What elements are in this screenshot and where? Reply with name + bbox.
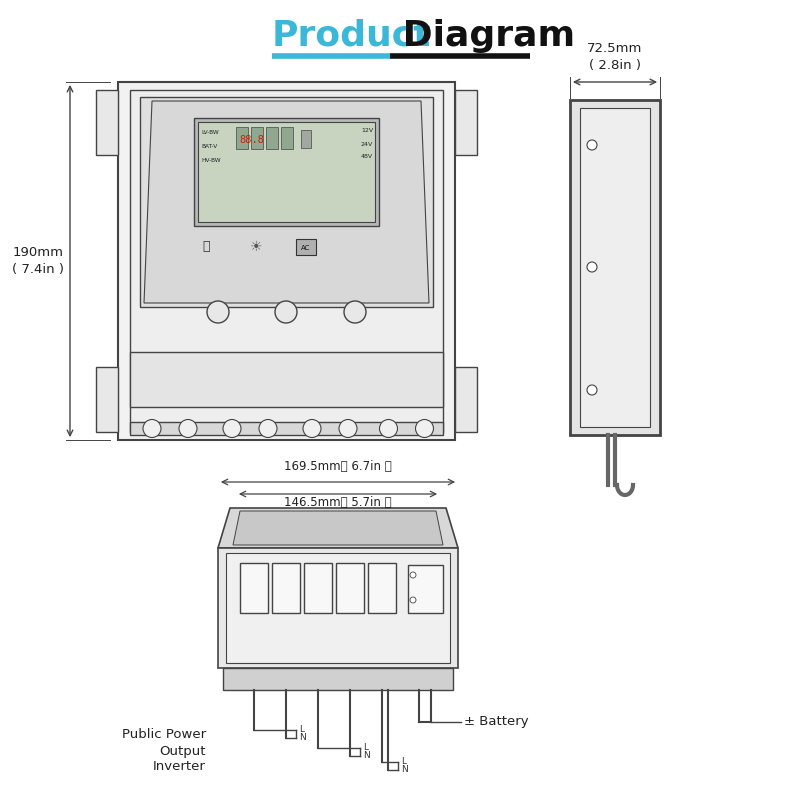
Bar xyxy=(580,108,650,427)
Circle shape xyxy=(587,262,597,272)
Bar xyxy=(336,563,364,613)
Polygon shape xyxy=(218,508,458,548)
Text: Output: Output xyxy=(159,746,206,758)
Text: N: N xyxy=(299,734,306,742)
Bar xyxy=(455,367,477,432)
Text: 24V: 24V xyxy=(361,142,373,146)
Circle shape xyxy=(259,419,277,438)
Bar xyxy=(226,553,450,663)
Bar xyxy=(118,82,455,440)
Circle shape xyxy=(587,385,597,395)
Bar xyxy=(96,90,118,155)
Text: LV-BW: LV-BW xyxy=(201,130,218,134)
Text: 12V: 12V xyxy=(361,129,373,134)
Bar xyxy=(130,90,443,432)
Bar xyxy=(408,565,443,613)
Circle shape xyxy=(344,301,366,323)
Circle shape xyxy=(179,419,197,438)
Circle shape xyxy=(207,301,229,323)
Bar xyxy=(240,563,268,613)
Bar xyxy=(272,563,300,613)
Circle shape xyxy=(410,572,416,578)
Text: L: L xyxy=(363,743,368,753)
Circle shape xyxy=(143,419,161,438)
Circle shape xyxy=(415,419,434,438)
Polygon shape xyxy=(144,101,429,303)
Text: ⚿: ⚿ xyxy=(202,241,210,254)
Text: Diagram: Diagram xyxy=(390,19,575,53)
Text: ± Battery: ± Battery xyxy=(464,715,529,729)
Text: 88.8: 88.8 xyxy=(239,135,264,145)
Text: 190mm
( 7.4in ): 190mm ( 7.4in ) xyxy=(12,246,64,277)
Bar xyxy=(570,100,660,435)
Bar xyxy=(218,548,458,668)
Bar xyxy=(281,127,293,149)
Text: ☀: ☀ xyxy=(250,240,262,254)
Bar xyxy=(304,563,332,613)
Bar xyxy=(296,239,316,255)
Bar xyxy=(455,90,477,155)
Text: N: N xyxy=(401,766,408,774)
Circle shape xyxy=(587,140,597,150)
Circle shape xyxy=(223,419,241,438)
Bar xyxy=(251,127,263,149)
Bar xyxy=(130,422,443,435)
Bar xyxy=(368,563,396,613)
Circle shape xyxy=(410,597,416,603)
Text: 72.5mm
( 2.8in ): 72.5mm ( 2.8in ) xyxy=(587,42,642,72)
Text: AC: AC xyxy=(302,245,310,251)
Text: L: L xyxy=(401,758,406,766)
Bar xyxy=(198,122,375,222)
Bar xyxy=(236,127,248,149)
Text: BAT-V: BAT-V xyxy=(201,143,218,149)
Bar xyxy=(301,130,311,148)
Bar xyxy=(194,118,379,226)
Circle shape xyxy=(379,419,398,438)
Bar xyxy=(96,367,118,432)
Text: L: L xyxy=(299,726,304,734)
Bar xyxy=(266,127,278,149)
Text: 48V: 48V xyxy=(361,154,373,159)
Text: N: N xyxy=(363,751,370,761)
Circle shape xyxy=(339,419,357,438)
Text: Public Power: Public Power xyxy=(122,727,206,741)
Text: Inverter: Inverter xyxy=(153,759,206,773)
Circle shape xyxy=(303,419,321,438)
Bar xyxy=(140,97,433,307)
Text: 146.5mm（ 5.7in ）: 146.5mm（ 5.7in ） xyxy=(284,496,392,509)
Text: 169.5mm（ 6.7in ）: 169.5mm（ 6.7in ） xyxy=(284,460,392,473)
Polygon shape xyxy=(233,511,443,545)
Text: Product: Product xyxy=(272,19,431,53)
Text: HV-BW: HV-BW xyxy=(201,158,221,162)
Bar xyxy=(223,668,453,690)
Bar xyxy=(130,352,443,407)
Circle shape xyxy=(275,301,297,323)
